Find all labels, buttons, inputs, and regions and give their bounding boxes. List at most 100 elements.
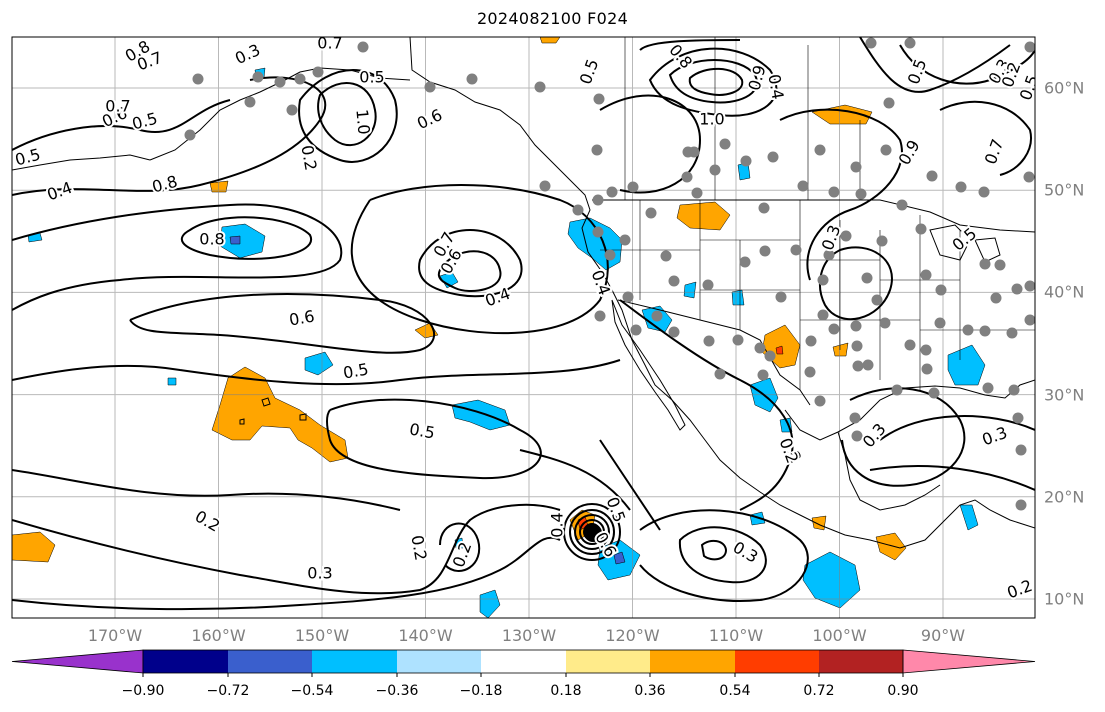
station-dot [891, 384, 903, 396]
contour-label: 0.3 [307, 564, 332, 583]
station-dot [688, 146, 700, 158]
station-dot [828, 186, 840, 198]
lon-tick-label: 150°W [294, 626, 350, 645]
station-dot [312, 66, 324, 78]
contour-line [879, 415, 1035, 441]
us-mexico-border [617, 299, 811, 406]
aleutians [12, 154, 151, 171]
red-spot-nm [775, 345, 784, 355]
lon-tick-label: 110°W [708, 626, 764, 645]
station-dot [935, 284, 947, 296]
colorbar-tick-label: −0.72 [206, 683, 250, 699]
colorbar-tick-label: 0.18 [550, 683, 582, 699]
station-dot [572, 204, 584, 216]
colorbar-swatch [143, 650, 228, 673]
contour-line [12, 536, 561, 611]
colorbar-swatch [650, 650, 735, 673]
station-dot [850, 320, 862, 332]
lat-tick-label: 30°N [1044, 385, 1085, 405]
station-dot [1015, 499, 1027, 511]
station-dot [797, 180, 809, 192]
station-dot [880, 144, 892, 156]
contour-lines [12, 37, 1035, 611]
station-dot [758, 202, 770, 214]
contour-line [12, 359, 621, 386]
station-dot [732, 334, 744, 346]
station-dot [534, 81, 546, 93]
hawaii [239, 397, 307, 425]
station-dot [855, 188, 867, 200]
blue-region-bottom [479, 589, 501, 618]
blue-region-mid-pacific [219, 223, 266, 259]
hurricane-contour [569, 509, 615, 555]
station-dot [865, 37, 877, 49]
station-dot [990, 292, 1002, 304]
colorbar-tick-label: 0.90 [887, 683, 919, 699]
station-dot [757, 369, 769, 381]
station-dot [424, 81, 436, 93]
contour-line [599, 439, 661, 531]
lat-tick-label: 60°N [1044, 78, 1085, 98]
station-dot [622, 291, 634, 303]
contour-label: 0.7 [317, 34, 342, 53]
contour-line [418, 229, 523, 298]
station-dot [294, 73, 306, 85]
contour-line [619, 299, 794, 511]
station-dot [1012, 412, 1024, 424]
blue-region-small-1 [439, 271, 459, 289]
station-dot [817, 309, 829, 321]
lon-tick-label: 170°W [87, 626, 143, 645]
station-dot [681, 171, 693, 183]
colorbar-tick-label: 0.54 [719, 683, 751, 699]
station-dot [1024, 314, 1035, 326]
station-dot [606, 186, 618, 198]
station-dot [691, 187, 703, 199]
station-dot [775, 291, 787, 303]
station-dot [252, 71, 264, 83]
colorbar-tick-label: 0.72 [803, 683, 835, 699]
station-dot [719, 138, 731, 150]
station-dot [896, 199, 908, 211]
blue-region-small-3 [959, 504, 979, 531]
colorbar-tick-label: −0.54 [290, 683, 334, 699]
canada-provinces [624, 37, 861, 200]
orange-region-idaho [676, 201, 731, 231]
contour-line [841, 387, 966, 487]
station-dot [591, 144, 603, 156]
blue-region-texas-east [947, 344, 986, 386]
station-dot [823, 249, 835, 261]
lat-tick-label: 40°N [1044, 282, 1085, 302]
station-dot [817, 274, 829, 286]
hurricane-contour [574, 514, 610, 550]
contour-line [678, 526, 767, 584]
station-dot [192, 73, 204, 85]
station-dot [668, 275, 680, 287]
station-dot [286, 104, 298, 116]
lon-tick-label: 160°W [191, 626, 246, 645]
station-dot [703, 335, 715, 347]
contour-label: 1.0 [699, 110, 724, 129]
station-dot [926, 170, 938, 182]
colorbar-tick-label: 0.36 [634, 683, 666, 699]
station-dot [978, 186, 990, 198]
orange-region-small-4 [875, 532, 907, 561]
station-dot [739, 256, 751, 268]
colorbar-swatch [566, 650, 650, 673]
station-dot [876, 235, 888, 247]
station-dot [962, 324, 974, 336]
contour-line [12, 99, 231, 151]
station-dot [790, 244, 802, 256]
station-dot [651, 310, 663, 322]
station-dot [1024, 41, 1035, 53]
lon-tick-label: 90°W [920, 626, 966, 645]
hurricane-contour [579, 519, 605, 545]
station-dot [955, 181, 967, 193]
contour-line [688, 67, 744, 96]
station-dot [740, 155, 752, 167]
station-dot [804, 366, 816, 378]
contour-line [12, 203, 343, 311]
lat-tick-label: 50°N [1044, 180, 1085, 200]
colorbar-swatch [481, 650, 566, 673]
station-dot [979, 325, 991, 337]
